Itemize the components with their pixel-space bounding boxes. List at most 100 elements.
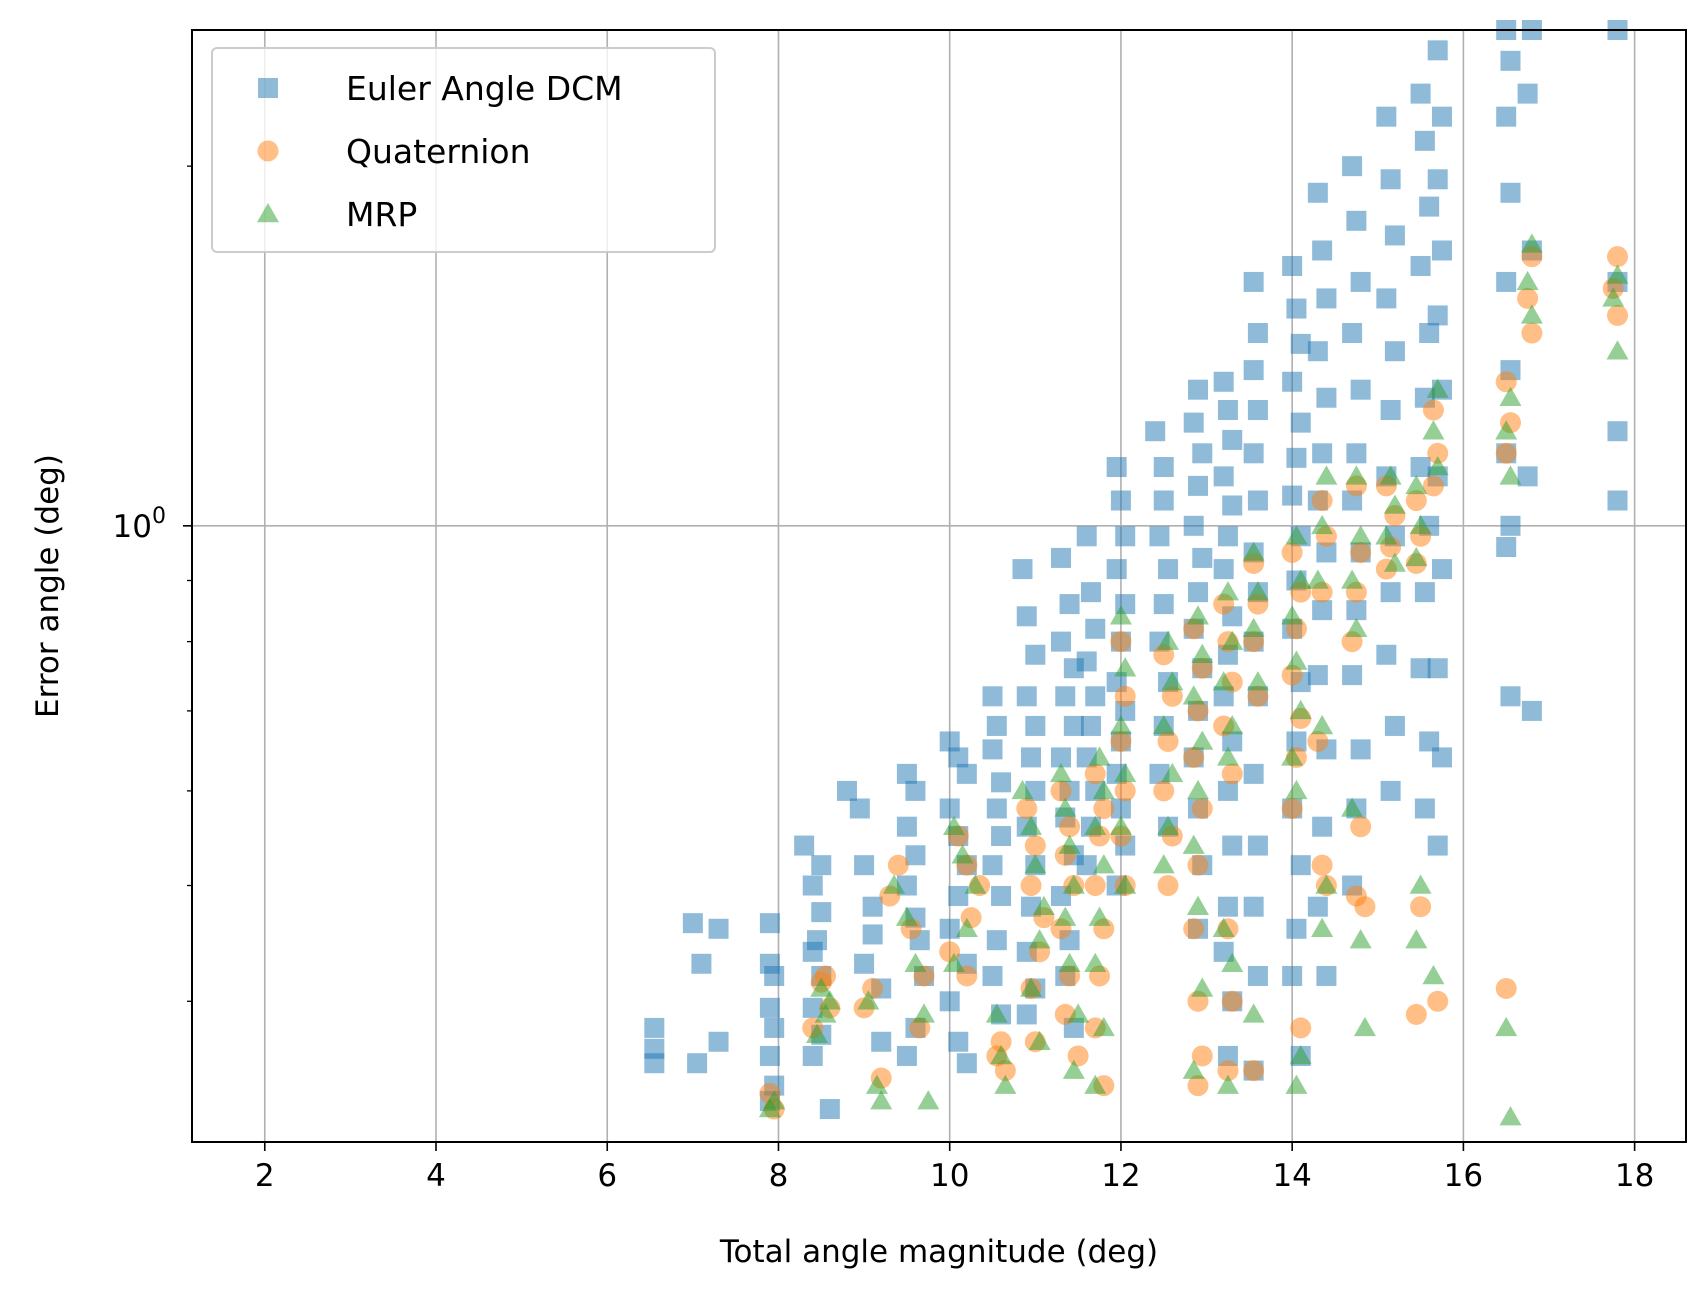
data-point bbox=[1516, 270, 1539, 291]
data-point bbox=[1067, 1003, 1090, 1023]
data-point bbox=[1058, 952, 1081, 973]
data-point bbox=[942, 815, 965, 835]
data-point bbox=[1187, 700, 1209, 722]
data-point bbox=[811, 855, 832, 876]
data-point bbox=[1063, 715, 1084, 736]
data-point bbox=[1217, 1045, 1238, 1066]
data-point bbox=[1050, 780, 1072, 802]
data-point bbox=[1217, 1060, 1239, 1082]
data-point bbox=[1058, 834, 1081, 854]
data-point bbox=[687, 1053, 708, 1074]
data-point bbox=[1290, 412, 1311, 433]
data-point bbox=[1290, 1017, 1312, 1039]
data-point bbox=[1431, 106, 1452, 127]
data-point bbox=[1307, 896, 1328, 917]
data-point bbox=[1213, 559, 1234, 580]
legend-marker-quaternion bbox=[257, 140, 279, 162]
data-point bbox=[1499, 1106, 1522, 1126]
data-point bbox=[1606, 340, 1629, 360]
data-point bbox=[1495, 420, 1518, 440]
data-point bbox=[896, 763, 917, 784]
data-point bbox=[1054, 906, 1077, 926]
data-point bbox=[1315, 465, 1338, 485]
data-point bbox=[1247, 835, 1268, 856]
legend-marker-euler-angle-dcm bbox=[258, 78, 278, 98]
data-point bbox=[985, 1003, 1008, 1023]
data-point bbox=[1182, 834, 1205, 854]
data-point bbox=[1307, 341, 1328, 362]
data-point bbox=[1243, 763, 1264, 784]
data-point bbox=[1145, 421, 1166, 442]
data-point bbox=[1380, 400, 1401, 421]
data-point bbox=[794, 835, 815, 856]
data-point bbox=[887, 854, 909, 876]
data-point bbox=[1149, 526, 1170, 547]
x-tick-label: 18 bbox=[1615, 1158, 1654, 1194]
data-point bbox=[994, 1060, 1016, 1082]
data-point bbox=[1092, 779, 1115, 800]
data-point bbox=[1285, 650, 1308, 670]
data-point bbox=[1216, 746, 1239, 766]
data-point bbox=[982, 686, 1003, 707]
data-point bbox=[870, 1090, 893, 1110]
data-point bbox=[1316, 387, 1337, 408]
data-point bbox=[1051, 631, 1072, 652]
data-point bbox=[1153, 490, 1174, 511]
data-point bbox=[948, 885, 969, 906]
data-point bbox=[1153, 457, 1174, 478]
data-point bbox=[1247, 323, 1268, 344]
data-point bbox=[1187, 582, 1208, 603]
data-point bbox=[1410, 658, 1431, 679]
data-point bbox=[896, 1045, 917, 1066]
data-point bbox=[1384, 341, 1405, 362]
y-axis-title: Error angle (deg) bbox=[30, 454, 66, 718]
data-point bbox=[1213, 941, 1234, 962]
data-point bbox=[1222, 731, 1243, 752]
data-point bbox=[865, 1074, 888, 1094]
x-tick-label: 8 bbox=[769, 1158, 789, 1194]
data-point bbox=[1311, 854, 1333, 876]
data-point bbox=[991, 772, 1012, 793]
data-point bbox=[1182, 1059, 1205, 1079]
data-point bbox=[1495, 442, 1517, 464]
data-point bbox=[1186, 779, 1209, 800]
data-point bbox=[1152, 714, 1175, 735]
data-point bbox=[1115, 526, 1136, 547]
data-point bbox=[955, 917, 978, 938]
data-point bbox=[862, 896, 883, 917]
data-point bbox=[849, 798, 870, 819]
data-point bbox=[1246, 671, 1269, 691]
data-point bbox=[1282, 485, 1303, 506]
data-point bbox=[1114, 762, 1137, 783]
data-point bbox=[1419, 196, 1440, 217]
data-point bbox=[1427, 305, 1448, 326]
data-point bbox=[1286, 447, 1307, 468]
data-point bbox=[1414, 582, 1435, 603]
data-point bbox=[986, 715, 1007, 736]
data-point bbox=[811, 902, 832, 923]
data-point bbox=[1182, 685, 1205, 705]
data-point bbox=[1495, 371, 1517, 393]
data-point bbox=[1285, 1074, 1308, 1094]
data-point bbox=[939, 731, 960, 752]
data-point bbox=[1311, 917, 1334, 938]
data-point bbox=[1426, 378, 1449, 398]
data-point bbox=[1187, 379, 1208, 400]
data-point bbox=[1106, 457, 1127, 478]
data-point bbox=[1020, 875, 1042, 897]
data-point bbox=[1186, 605, 1209, 625]
data-point bbox=[1607, 490, 1628, 511]
data-point bbox=[1110, 631, 1132, 653]
data-point bbox=[1110, 730, 1132, 752]
data-point bbox=[1243, 271, 1264, 292]
data-point bbox=[1247, 400, 1268, 421]
data-point bbox=[818, 990, 841, 1010]
data-point bbox=[1405, 490, 1427, 512]
data-point bbox=[1054, 797, 1077, 817]
data-point bbox=[1161, 671, 1184, 691]
data-point bbox=[759, 913, 780, 934]
data-point bbox=[1427, 990, 1449, 1012]
data-point bbox=[986, 930, 1007, 951]
data-point bbox=[1427, 835, 1448, 856]
data-point bbox=[1500, 182, 1521, 203]
